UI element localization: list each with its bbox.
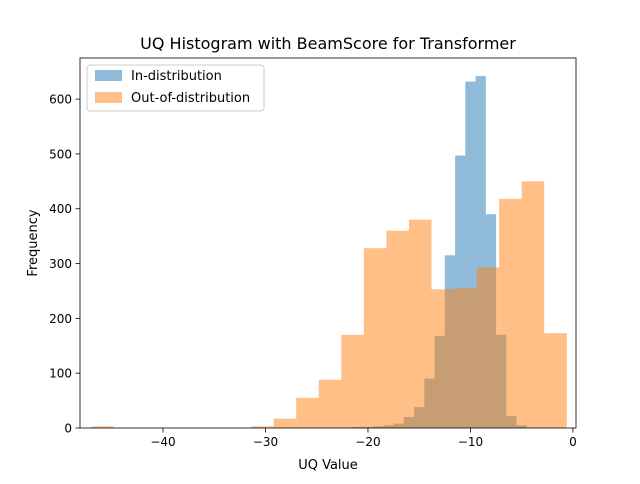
bar-out-of-distribution [499,198,522,428]
y-tick-label: 300 [49,257,72,271]
bar-out-of-distribution [91,426,114,428]
bar-out-of-distribution [476,267,500,428]
legend-swatch-in-distribution [95,70,122,81]
axes-frame [79,57,577,429]
x-tick-label: −20 [355,435,380,449]
chart-title: UQ Histogram with BeamScore for Transfor… [140,34,516,53]
x-tick-label: −30 [253,435,278,449]
bar-out-of-distribution [296,397,319,428]
y-tick-label: 0 [64,422,72,436]
x-axis-label: UQ Value [298,458,358,473]
legend: In-distribution Out-of-distribution [86,64,265,112]
legend-swatch-out-of-distribution [95,92,122,103]
bar-out-of-distribution [251,426,274,428]
y-tick-label: 200 [49,312,72,326]
bar-out-of-distribution [544,333,567,428]
bar-out-of-distribution [431,289,455,428]
bar-out-of-distribution [318,379,342,428]
bar-out-of-distribution [341,334,364,428]
bar-out-of-distribution [408,219,432,428]
bar-out-of-distribution [273,418,297,428]
y-tick-label: 100 [49,367,72,381]
bar-in-distribution [475,76,486,428]
legend-box [86,64,265,112]
y-axis-ticks: 0 100 200 300 400 500 600 [49,93,80,436]
bar-out-of-distribution [386,230,409,428]
bar-out-of-distribution [454,288,477,428]
bar-out-of-distribution [363,248,387,428]
bars-layer [91,76,567,428]
y-tick-label: 600 [49,93,72,107]
y-tick-label: 400 [49,202,72,216]
y-tick-label: 500 [49,147,72,161]
legend-label-out-of-distribution: Out-of-distribution [131,91,250,106]
x-tick-label: 0 [569,435,577,449]
bar-out-of-distribution [521,181,545,428]
x-tick-label: −40 [150,435,175,449]
bar-in-distribution [465,81,476,428]
y-axis-label: Frequency [26,209,41,276]
legend-label-in-distribution: In-distribution [131,69,222,84]
x-axis-ticks: −40 −30 −20 −10 0 [150,428,577,449]
x-tick-label: −10 [458,435,483,449]
